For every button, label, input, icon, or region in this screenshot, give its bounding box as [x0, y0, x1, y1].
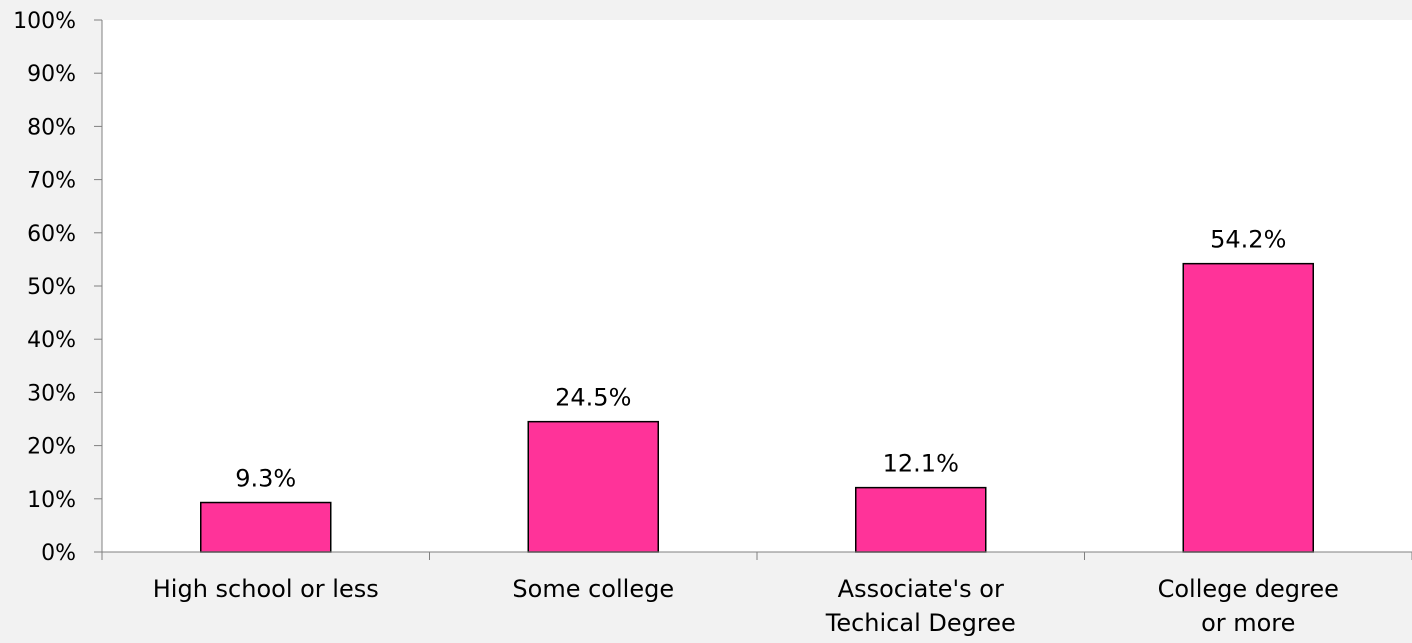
category-label: College degree or more	[1158, 575, 1339, 637]
data-labels: 9.3% 24.5% 12.1% 54.2%	[235, 226, 1286, 493]
y-tick-label: 40%	[27, 328, 76, 353]
y-tick-label: 90%	[27, 62, 76, 87]
y-axis-ticks: 0% 10% 20% 30% 40% 50% 60% 70% 80% 90% 100%	[13, 9, 102, 566]
y-tick-label: 20%	[27, 435, 76, 460]
data-label: 54.2%	[1210, 226, 1286, 254]
data-label: 24.5%	[555, 384, 631, 412]
data-label: 12.1%	[883, 450, 959, 478]
bar	[1182, 262, 1314, 553]
category-label: Associate's or Techical Degree	[825, 575, 1016, 637]
y-tick-label: 50%	[27, 275, 76, 300]
y-tick-label: 100%	[13, 9, 76, 34]
y-tick-label: 60%	[27, 222, 76, 247]
bar	[527, 420, 659, 553]
bars	[200, 262, 1314, 553]
y-tick-label: 10%	[27, 488, 76, 513]
x-axis-ticks	[101, 552, 1412, 560]
y-tick-label: 0%	[41, 541, 76, 566]
y-tick-label: 70%	[27, 169, 76, 194]
y-tick-label: 30%	[27, 381, 76, 406]
category-labels: High school or less Some college Associate…	[153, 575, 1339, 637]
y-tick-label: 80%	[27, 115, 76, 140]
bar	[200, 501, 332, 553]
category-label: Some college	[512, 575, 674, 603]
category-label: High school or less	[153, 575, 379, 603]
data-label: 9.3%	[235, 465, 296, 493]
bar	[855, 486, 987, 553]
